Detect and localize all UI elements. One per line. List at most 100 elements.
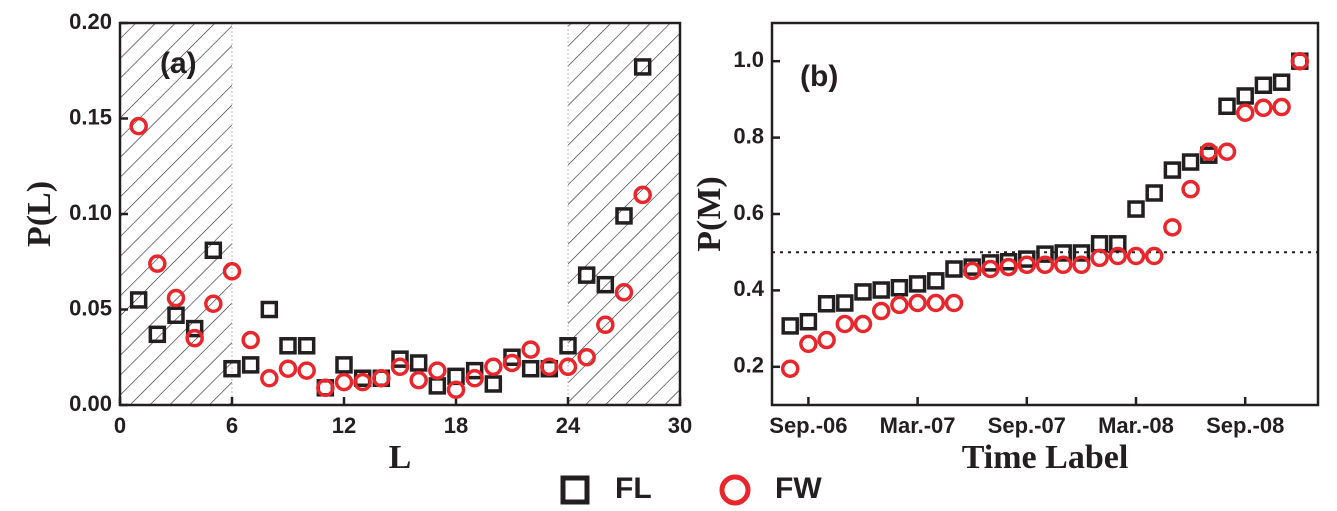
- x-tick-label: 6: [226, 413, 238, 438]
- legend-label: FL: [615, 472, 652, 505]
- circle-marker: [521, 340, 540, 359]
- square-marker: [391, 350, 409, 368]
- circle-marker: [890, 295, 909, 315]
- legend-marker: [560, 475, 590, 505]
- circle-marker: [446, 380, 466, 399]
- y-tick-label: 0.8: [733, 123, 764, 148]
- y-tick-label: 0.6: [733, 200, 764, 225]
- y-tick-label: 0.10: [69, 200, 112, 225]
- circle-marker: [999, 257, 1018, 277]
- circle-marker: [871, 301, 891, 321]
- circle-marker: [1126, 246, 1146, 266]
- square-marker: [781, 317, 799, 335]
- square-marker: [260, 300, 279, 319]
- circle-marker: [502, 353, 522, 373]
- circle-marker: [1272, 97, 1291, 117]
- square-marker: [908, 275, 927, 293]
- circle-marker: [962, 261, 982, 281]
- y-axis-title: P(L): [21, 181, 58, 247]
- circle-marker: [409, 370, 428, 390]
- circle-marker: [1254, 98, 1273, 118]
- x-tick-label: 30: [668, 413, 692, 438]
- y-axis-title: P(M): [691, 176, 728, 252]
- circle-marker: [981, 259, 1000, 279]
- square-marker: [1054, 244, 1072, 262]
- x-tick-label: 0: [114, 413, 126, 438]
- circle-marker: [465, 369, 484, 388]
- x-tick-label: Mar.-08: [1098, 413, 1174, 438]
- square-marker: [241, 356, 260, 374]
- square-marker: [335, 356, 353, 374]
- circle-marker: [633, 185, 652, 205]
- x-tick-label: 12: [332, 413, 356, 438]
- circle-marker: [297, 361, 316, 380]
- square-marker: [521, 359, 540, 378]
- square-marker: [559, 337, 577, 355]
- x-axis-title: Time Label: [962, 439, 1129, 476]
- circle-marker: [944, 293, 964, 313]
- circle-marker: [148, 254, 167, 273]
- circle-marker: [926, 293, 946, 313]
- circle-marker: [540, 357, 559, 377]
- circle-marker: [1199, 142, 1219, 161]
- circle-marker: [1090, 248, 1109, 268]
- square-marker: [854, 283, 872, 301]
- square-marker: [1236, 87, 1254, 105]
- square-marker: [1036, 245, 1054, 263]
- square-marker: [1272, 73, 1291, 91]
- circle-marker: [780, 359, 800, 378]
- square-marker: [872, 281, 890, 299]
- legend-marker: [719, 474, 751, 506]
- y-tick-label: 0.05: [69, 295, 112, 320]
- square-marker: [185, 319, 204, 338]
- square-marker: [484, 375, 503, 393]
- circle-marker: [260, 369, 279, 388]
- circle-marker: [558, 357, 578, 377]
- panel-label: (a): [160, 47, 197, 80]
- x-tick-label: 18: [444, 413, 468, 438]
- square-marker: [279, 337, 297, 355]
- circle-marker: [1217, 142, 1237, 161]
- circle-marker: [372, 369, 391, 388]
- square-marker: [1254, 76, 1273, 95]
- x-tick-label: Mar.-07: [880, 413, 956, 438]
- square-marker: [465, 361, 484, 380]
- x-tick-label: Sep.-08: [1206, 413, 1284, 438]
- square-marker: [297, 337, 316, 355]
- x-axis-title: L: [389, 439, 412, 476]
- square-marker: [1163, 161, 1182, 179]
- circle-marker: [353, 372, 372, 392]
- circle-marker: [484, 357, 503, 377]
- circle-marker: [334, 372, 354, 392]
- circle-marker: [614, 283, 634, 302]
- circle-marker: [185, 328, 204, 348]
- square-marker: [981, 254, 1000, 272]
- circle-marker: [241, 330, 260, 350]
- square-marker: [1127, 200, 1145, 218]
- square-marker: [409, 354, 428, 372]
- circle-marker: [222, 262, 242, 281]
- circle-marker: [1144, 246, 1164, 266]
- square-marker: [633, 58, 652, 76]
- square-marker: [836, 294, 854, 312]
- y-tick-label: 1.0: [733, 47, 764, 72]
- square-marker: [1109, 235, 1127, 253]
- square-marker: [204, 241, 223, 260]
- y-tick-label: 0.15: [69, 104, 112, 129]
- circle-marker: [1290, 51, 1310, 71]
- plot-frame: [770, 21, 1320, 407]
- circle-marker: [278, 359, 298, 378]
- square-marker: [799, 312, 818, 331]
- x-tick-label: Sep.-07: [988, 413, 1066, 438]
- square-marker: [596, 275, 615, 294]
- square-marker: [1145, 184, 1163, 202]
- y-tick-label: 0.2: [733, 353, 764, 378]
- circle-marker: [1035, 255, 1055, 275]
- square-marker: [1218, 97, 1236, 116]
- circle-marker: [908, 293, 927, 313]
- circle-marker: [1181, 179, 1200, 199]
- circle-marker: [817, 330, 836, 350]
- circle-marker: [129, 116, 148, 136]
- circle-marker: [1072, 255, 1091, 275]
- circle-marker: [1163, 218, 1182, 237]
